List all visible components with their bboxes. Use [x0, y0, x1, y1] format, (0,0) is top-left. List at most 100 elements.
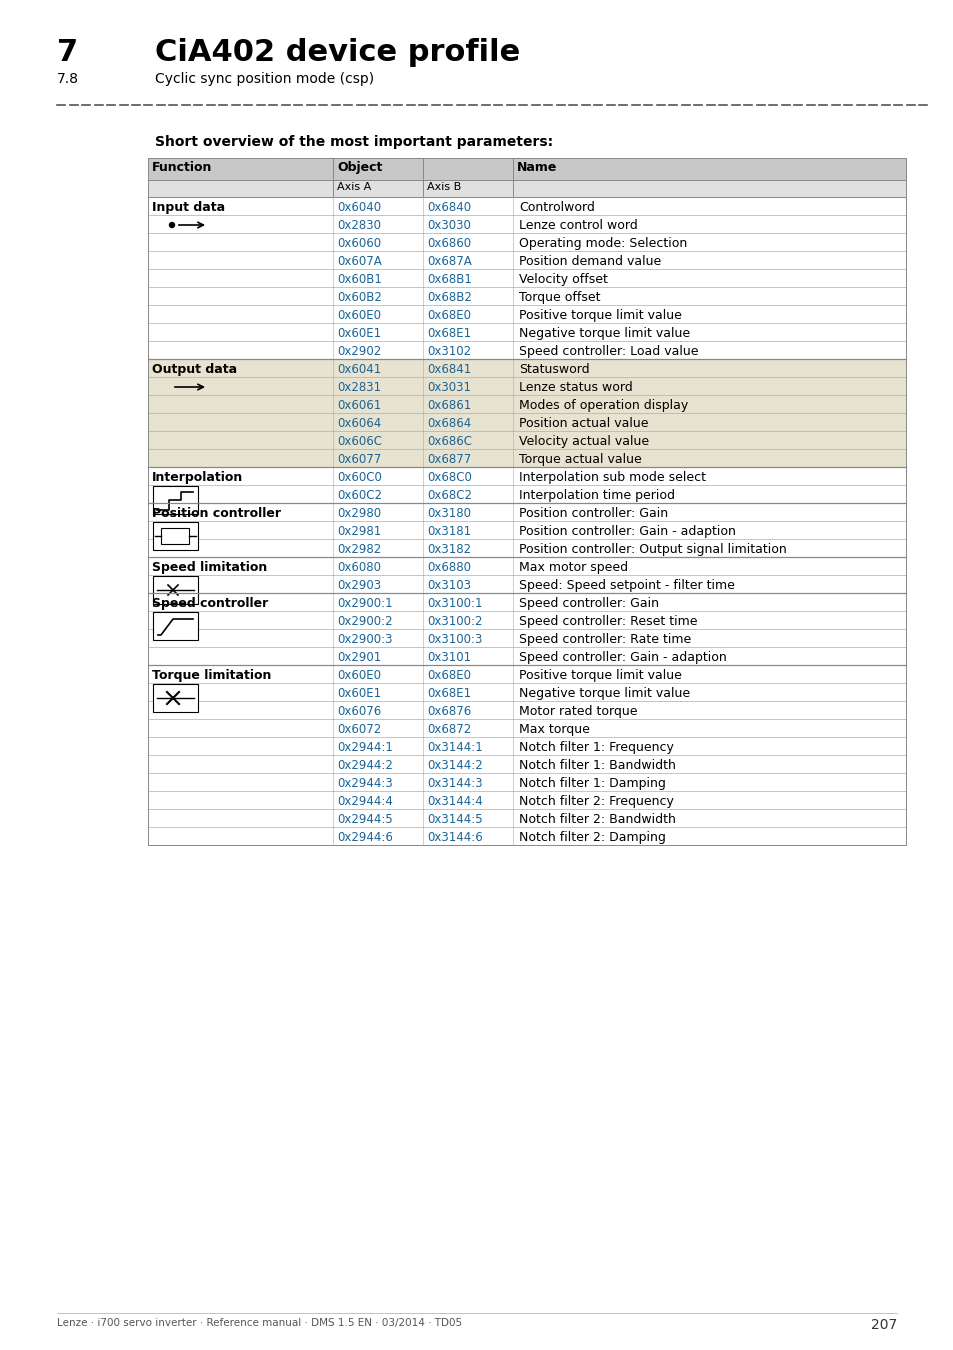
Bar — [148, 180, 905, 197]
Bar — [148, 197, 905, 215]
Text: Short overview of the most important parameters:: Short overview of the most important par… — [154, 135, 553, 148]
Bar — [148, 450, 905, 467]
Text: 0x606C: 0x606C — [336, 435, 381, 448]
Bar — [152, 486, 198, 514]
Text: 0x3144:2: 0x3144:2 — [427, 759, 482, 772]
Bar — [148, 629, 905, 647]
Text: 0x6860: 0x6860 — [427, 238, 471, 250]
Text: 0x3031: 0x3031 — [427, 381, 471, 394]
Bar — [148, 575, 905, 593]
Bar — [148, 197, 905, 845]
Text: 0x6864: 0x6864 — [427, 417, 471, 431]
Text: 0x60C2: 0x60C2 — [336, 489, 381, 502]
Text: 0x2900:3: 0x2900:3 — [336, 633, 392, 647]
Text: Max motor speed: Max motor speed — [518, 562, 627, 574]
Text: Speed controller: Reset time: Speed controller: Reset time — [518, 616, 697, 628]
Text: 207: 207 — [870, 1318, 896, 1332]
Text: 0x2830: 0x2830 — [336, 219, 380, 232]
Bar — [148, 234, 905, 251]
Text: 0x6861: 0x6861 — [427, 400, 471, 412]
Text: Torque offset: Torque offset — [518, 292, 599, 304]
Text: 0x2831: 0x2831 — [336, 381, 381, 394]
Text: 0x687A: 0x687A — [427, 255, 471, 269]
Text: Operating mode: Selection: Operating mode: Selection — [518, 238, 686, 250]
Text: 0x2901: 0x2901 — [336, 651, 381, 664]
Text: 0x2944:2: 0x2944:2 — [336, 759, 393, 772]
Text: Speed controller: Load value: Speed controller: Load value — [518, 346, 698, 358]
Text: Speed controller: Gain - adaption: Speed controller: Gain - adaption — [518, 651, 726, 664]
Text: Torque actual value: Torque actual value — [518, 454, 641, 466]
Bar — [148, 413, 905, 431]
Text: Axis B: Axis B — [427, 182, 460, 192]
Text: 0x6840: 0x6840 — [427, 201, 471, 215]
Text: 0x3144:6: 0x3144:6 — [427, 832, 482, 844]
Text: 0x2903: 0x2903 — [336, 579, 381, 593]
Bar — [152, 612, 198, 640]
Text: Notch filter 1: Frequency: Notch filter 1: Frequency — [518, 741, 673, 755]
Text: Cyclic sync position mode (csp): Cyclic sync position mode (csp) — [154, 72, 374, 86]
Text: 0x60B2: 0x60B2 — [336, 292, 381, 304]
Text: 0x3144:4: 0x3144:4 — [427, 795, 482, 809]
Text: Lenze status word: Lenze status word — [518, 381, 632, 394]
Text: 0x2944:5: 0x2944:5 — [336, 813, 393, 826]
Bar — [148, 521, 905, 539]
Bar — [152, 576, 198, 603]
Text: Speed limitation: Speed limitation — [152, 562, 267, 574]
Text: CiA402 device profile: CiA402 device profile — [154, 38, 519, 68]
Text: Notch filter 2: Bandwidth: Notch filter 2: Bandwidth — [518, 813, 675, 826]
Bar — [148, 558, 905, 575]
Text: Speed controller: Speed controller — [152, 597, 268, 610]
Text: 7: 7 — [57, 38, 78, 68]
Bar — [148, 431, 905, 450]
Text: Notch filter 2: Frequency: Notch filter 2: Frequency — [518, 795, 673, 809]
Text: 0x68E0: 0x68E0 — [427, 670, 471, 682]
Text: 0x3100:3: 0x3100:3 — [427, 633, 482, 647]
Text: Statusword: Statusword — [518, 363, 589, 377]
Text: 0x6061: 0x6061 — [336, 400, 381, 412]
Text: 0x68C2: 0x68C2 — [427, 489, 472, 502]
Text: Controlword: Controlword — [518, 201, 595, 215]
Text: 0x68B1: 0x68B1 — [427, 273, 472, 286]
Text: 0x6876: 0x6876 — [427, 705, 471, 718]
Text: 0x2981: 0x2981 — [336, 525, 381, 539]
Text: 0x60E0: 0x60E0 — [336, 309, 380, 323]
Text: 0x60C0: 0x60C0 — [336, 471, 381, 485]
Text: 0x68E1: 0x68E1 — [427, 327, 471, 340]
Text: Position actual value: Position actual value — [518, 417, 648, 431]
Bar — [148, 701, 905, 720]
Text: Name: Name — [517, 161, 557, 174]
Bar — [161, 528, 189, 544]
Text: 0x60E1: 0x60E1 — [336, 327, 381, 340]
Text: Speed: Speed setpoint - filter time: Speed: Speed setpoint - filter time — [518, 579, 734, 593]
Text: Notch filter 1: Bandwidth: Notch filter 1: Bandwidth — [518, 759, 675, 772]
Text: Notch filter 1: Damping: Notch filter 1: Damping — [518, 778, 665, 790]
Text: 0x60E1: 0x60E1 — [336, 687, 381, 701]
Text: Lenze control word: Lenze control word — [518, 219, 638, 232]
Bar — [148, 251, 905, 269]
Text: Interpolation sub mode select: Interpolation sub mode select — [518, 471, 705, 485]
Text: Position controller: Output signal limitation: Position controller: Output signal limit… — [518, 543, 786, 556]
Text: 0x3103: 0x3103 — [427, 579, 471, 593]
Bar — [148, 323, 905, 342]
Text: Position controller: Gain - adaption: Position controller: Gain - adaption — [518, 525, 735, 539]
Text: Function: Function — [152, 161, 213, 174]
Text: 0x686C: 0x686C — [427, 435, 472, 448]
Text: 0x2944:6: 0x2944:6 — [336, 832, 393, 844]
Text: Positive torque limit value: Positive torque limit value — [518, 309, 681, 323]
Text: Interpolation time period: Interpolation time period — [518, 489, 675, 502]
Text: 0x2900:2: 0x2900:2 — [336, 616, 393, 628]
Text: Axis A: Axis A — [336, 182, 371, 192]
Bar — [148, 504, 905, 521]
Text: 0x3182: 0x3182 — [427, 543, 471, 556]
Bar — [148, 666, 905, 683]
Text: 0x68E1: 0x68E1 — [427, 687, 471, 701]
Text: 0x3144:1: 0x3144:1 — [427, 741, 482, 755]
Text: 0x3101: 0x3101 — [427, 651, 471, 664]
Bar — [148, 612, 905, 629]
Text: 0x6841: 0x6841 — [427, 363, 471, 377]
Bar — [148, 593, 905, 612]
Text: Modes of operation display: Modes of operation display — [518, 400, 687, 412]
Text: 0x2944:1: 0x2944:1 — [336, 741, 393, 755]
Text: 0x6080: 0x6080 — [336, 562, 380, 574]
Text: 0x60E0: 0x60E0 — [336, 670, 380, 682]
